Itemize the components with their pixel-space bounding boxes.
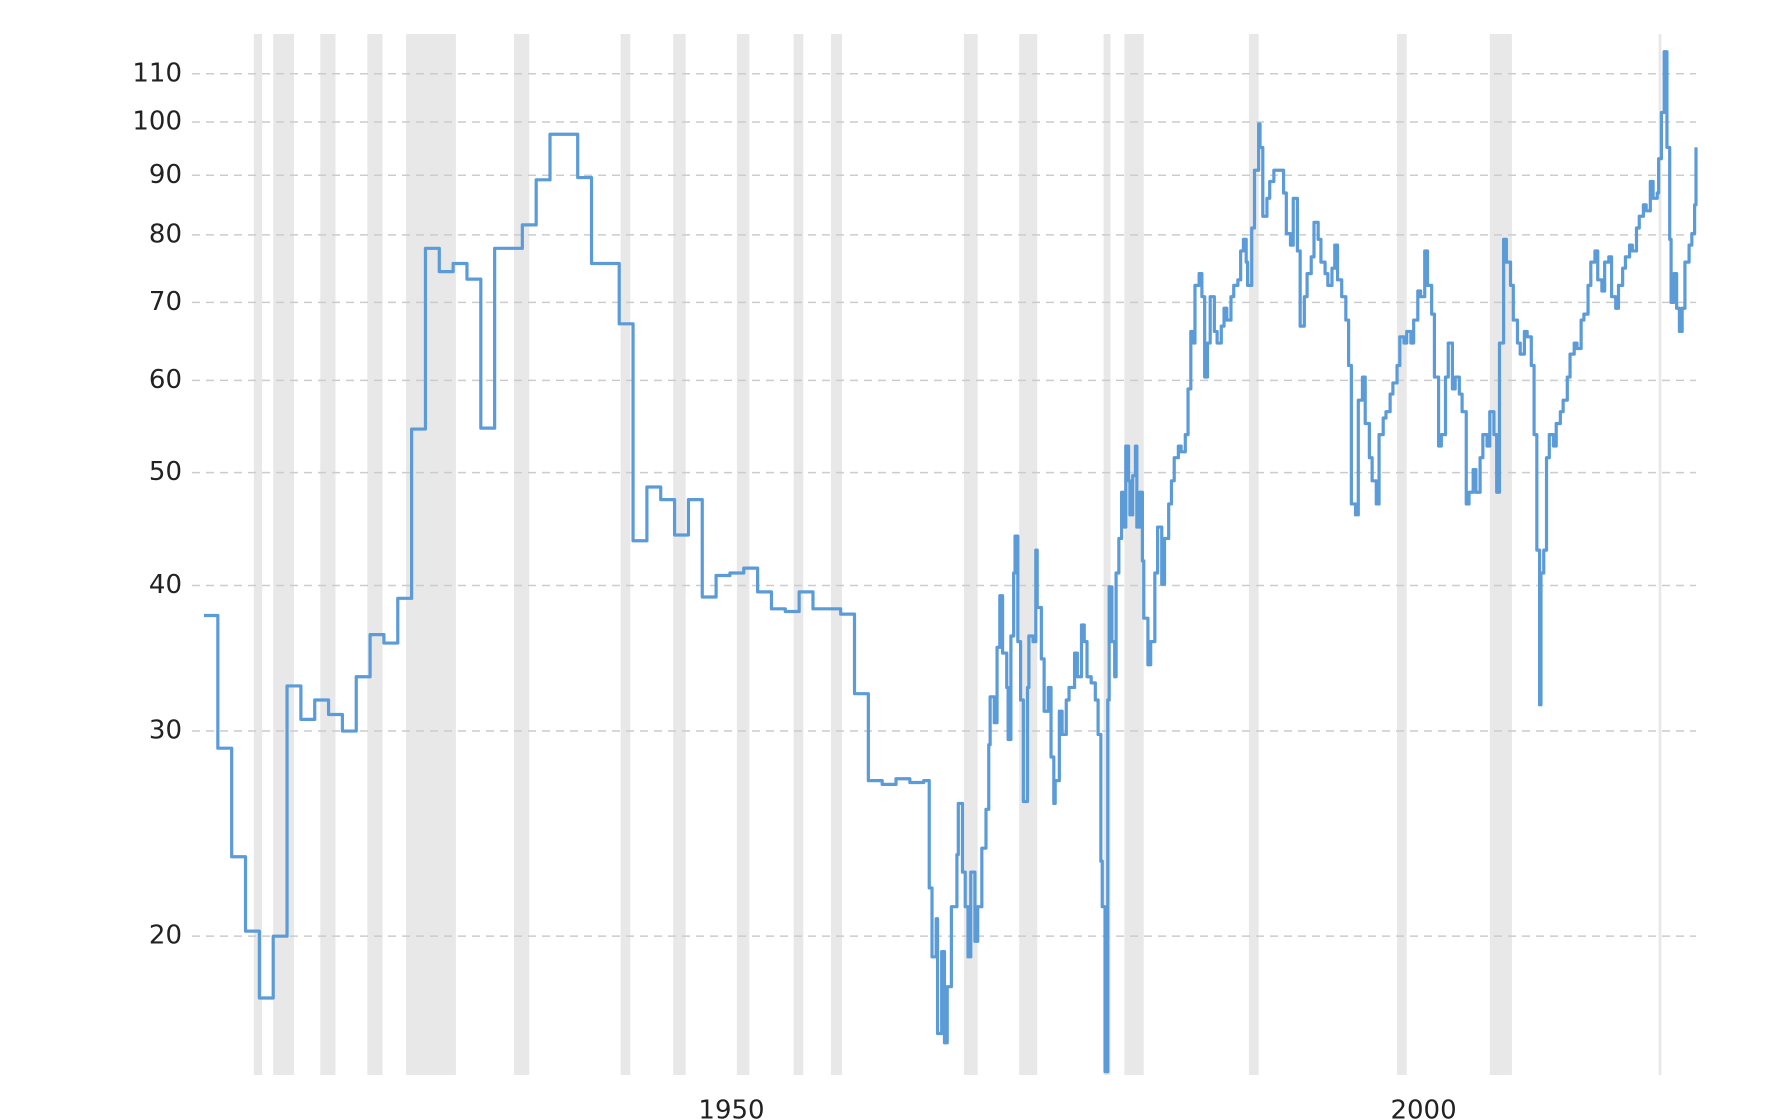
y-tick-label: 50	[149, 457, 182, 487]
x-tick-label: 2000	[1390, 1096, 1456, 1120]
y-tick-label: 90	[149, 160, 182, 190]
recession-band	[1489, 34, 1512, 1075]
recession-band	[830, 34, 843, 1075]
y-tick-label: 110	[132, 58, 182, 88]
recession-band	[1019, 34, 1038, 1075]
y-tick-label: 60	[149, 365, 182, 395]
recession-band	[620, 34, 631, 1075]
y-tick-label: 30	[149, 716, 182, 746]
y-tick-label: 80	[149, 219, 182, 249]
y-tick-label: 20	[149, 921, 182, 951]
recession-band	[1103, 34, 1111, 1075]
recession-band	[736, 34, 750, 1075]
recession-band	[1397, 34, 1407, 1075]
recession-band	[320, 34, 336, 1075]
recession-band	[367, 34, 383, 1075]
recession-band	[1658, 34, 1662, 1075]
y-tick-label: 40	[149, 570, 182, 600]
recession-band	[673, 34, 686, 1075]
y-tick-label: 70	[149, 287, 182, 317]
recession-band	[273, 34, 294, 1075]
y-tick-label: 100	[132, 106, 182, 136]
x-tick-label: 1950	[698, 1096, 764, 1120]
recession-band	[963, 34, 978, 1075]
recession-band	[514, 34, 530, 1075]
recession-band	[253, 34, 263, 1075]
recession-band	[1248, 34, 1259, 1075]
recession-band	[406, 34, 456, 1075]
recession-band	[1124, 34, 1144, 1075]
data-line	[204, 50, 1698, 1074]
recession-band	[793, 34, 804, 1075]
